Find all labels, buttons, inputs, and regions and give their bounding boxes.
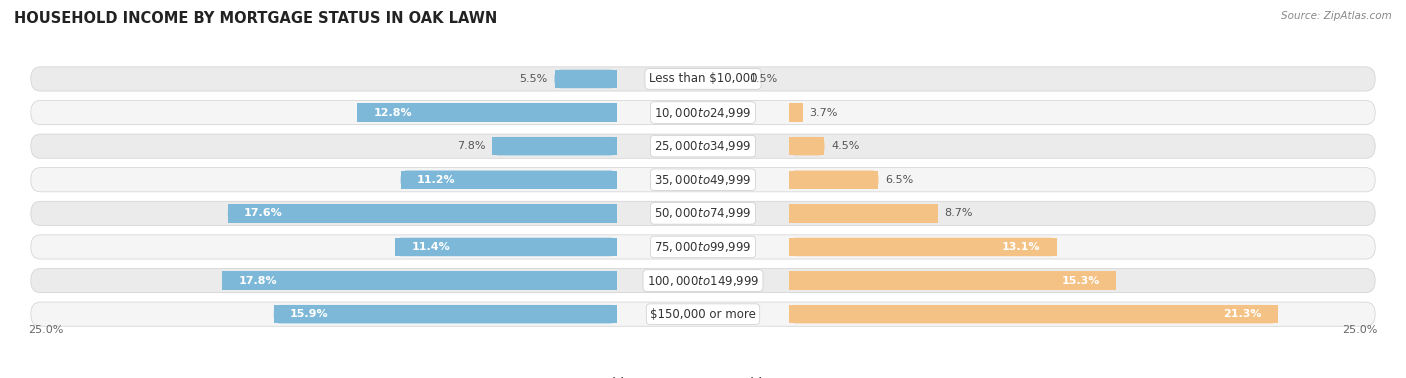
FancyBboxPatch shape [789,204,938,223]
Bar [554,70,617,88]
Bar [274,305,617,324]
Text: 3.7%: 3.7% [810,108,838,118]
Text: 4.5%: 4.5% [831,141,859,151]
FancyBboxPatch shape [31,134,1375,158]
Text: 15.9%: 15.9% [290,309,329,319]
Bar [492,137,617,155]
FancyBboxPatch shape [31,268,1375,293]
FancyBboxPatch shape [357,103,617,122]
Text: 15.3%: 15.3% [1062,276,1099,285]
FancyBboxPatch shape [31,302,1375,326]
Text: 25.0%: 25.0% [1343,325,1378,335]
Text: 12.8%: 12.8% [374,108,412,118]
FancyBboxPatch shape [222,271,617,290]
FancyBboxPatch shape [789,305,1278,324]
Text: $100,000 to $149,999: $100,000 to $149,999 [647,274,759,288]
Bar [789,305,1278,324]
Text: 1.5%: 1.5% [751,74,779,84]
FancyBboxPatch shape [31,168,1375,192]
FancyBboxPatch shape [31,101,1375,125]
Bar [228,204,617,223]
Text: 5.5%: 5.5% [520,74,548,84]
FancyBboxPatch shape [789,238,1057,256]
FancyBboxPatch shape [31,67,1375,91]
Text: 17.8%: 17.8% [239,276,277,285]
Legend: Without Mortgage, With Mortgage: Without Mortgage, With Mortgage [581,377,825,378]
Bar [395,238,617,256]
Text: HOUSEHOLD INCOME BY MORTGAGE STATUS IN OAK LAWN: HOUSEHOLD INCOME BY MORTGAGE STATUS IN O… [14,11,498,26]
FancyBboxPatch shape [789,271,1116,290]
Bar [789,170,879,189]
Text: $35,000 to $49,999: $35,000 to $49,999 [654,173,752,187]
Text: 17.6%: 17.6% [245,208,283,218]
FancyBboxPatch shape [492,137,617,155]
Text: 11.2%: 11.2% [416,175,456,185]
FancyBboxPatch shape [554,70,617,88]
FancyBboxPatch shape [274,305,617,324]
Text: $150,000 or more: $150,000 or more [650,308,756,321]
FancyBboxPatch shape [31,201,1375,225]
Bar [789,204,938,223]
Bar [222,271,617,290]
Bar [357,103,617,122]
Text: 8.7%: 8.7% [945,208,973,218]
Text: Source: ZipAtlas.com: Source: ZipAtlas.com [1281,11,1392,21]
Text: 13.1%: 13.1% [1002,242,1040,252]
FancyBboxPatch shape [228,204,617,223]
Text: 7.8%: 7.8% [457,141,485,151]
FancyBboxPatch shape [401,170,617,189]
FancyBboxPatch shape [395,238,617,256]
FancyBboxPatch shape [31,235,1375,259]
Text: $50,000 to $74,999: $50,000 to $74,999 [654,206,752,220]
Bar [789,271,1116,290]
FancyBboxPatch shape [789,137,824,155]
Text: $10,000 to $24,999: $10,000 to $24,999 [654,105,752,119]
Text: 6.5%: 6.5% [886,175,914,185]
FancyBboxPatch shape [789,103,803,122]
Text: Less than $10,000: Less than $10,000 [648,73,758,85]
Text: 21.3%: 21.3% [1223,309,1261,319]
Text: $75,000 to $99,999: $75,000 to $99,999 [654,240,752,254]
FancyBboxPatch shape [789,170,879,189]
Bar [401,170,617,189]
Text: $25,000 to $34,999: $25,000 to $34,999 [654,139,752,153]
Bar [789,137,824,155]
Text: 25.0%: 25.0% [28,325,63,335]
Bar [789,103,803,122]
Text: 11.4%: 11.4% [412,242,450,252]
Bar [789,238,1057,256]
